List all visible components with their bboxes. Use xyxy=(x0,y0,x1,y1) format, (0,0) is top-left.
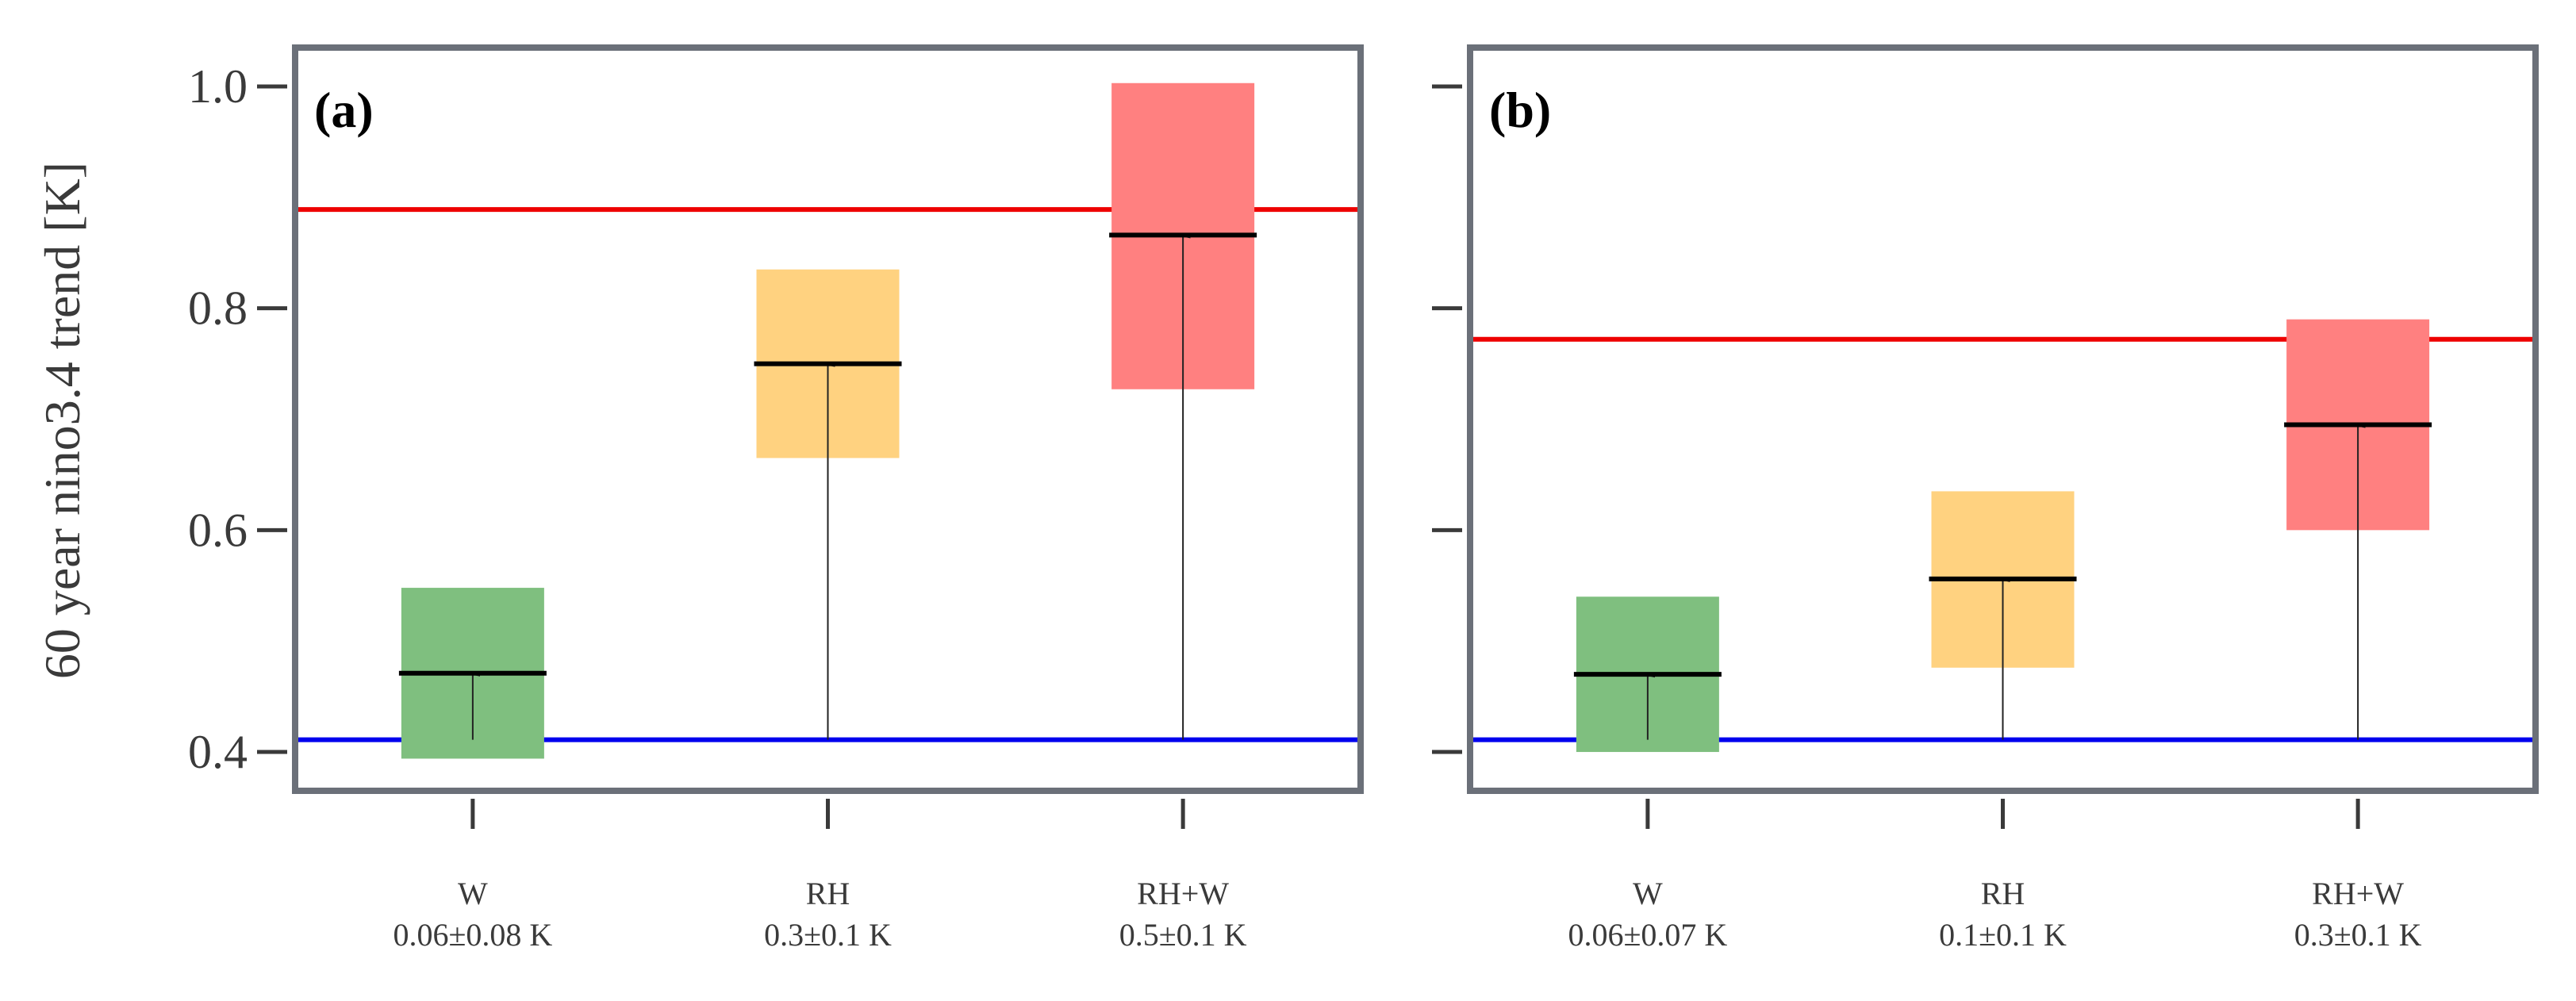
x-tick-sublabel-w: 0.06±0.08 K xyxy=(393,917,552,953)
y-tick-label: 0.6 xyxy=(188,504,248,556)
panel-label: (b) xyxy=(1489,82,1551,138)
y-tick-label: 0.8 xyxy=(188,282,248,335)
x-tick-sublabel-rh: 0.1±0.1 K xyxy=(1939,917,2067,953)
x-tick-label-rh: RH xyxy=(1981,876,2025,911)
x-tick-label-rh: RH xyxy=(806,876,850,911)
plot-frame xyxy=(292,44,1364,794)
y-axis-label: 60 year nino3.4 trend [K] xyxy=(34,162,90,679)
x-tick-label-rh-w: RH+W xyxy=(2312,876,2404,911)
x-tick-label-w: W xyxy=(458,876,488,911)
panel-b: W 0.06±0.07 K RH 0.1±0.1 K RH+W 0.3±0.1 K (b) xyxy=(1432,44,2539,953)
x-tick-sublabel-rh-w: 0.3±0.1 K xyxy=(2294,917,2422,953)
x-tick-label-w: W xyxy=(1633,876,1663,911)
panel-label: (a) xyxy=(314,82,374,138)
x-tick-sublabel-w: 0.06±0.07 K xyxy=(1568,917,1727,953)
x-tick-label-rh-w: RH+W xyxy=(1137,876,1229,911)
plot-frame xyxy=(1467,44,2539,794)
panel-a: W 0.06±0.08 K RH 0.3±0.1 K RH+W 0.5±0.1 K 0.4 0… xyxy=(188,44,1364,953)
y-tick-label: 1.0 xyxy=(188,60,248,113)
y-tick-label: 0.4 xyxy=(188,726,248,778)
x-tick-sublabel-rh-w: 0.5±0.1 K xyxy=(1119,917,1247,953)
x-tick-sublabel-rh: 0.3±0.1 K xyxy=(764,917,892,953)
